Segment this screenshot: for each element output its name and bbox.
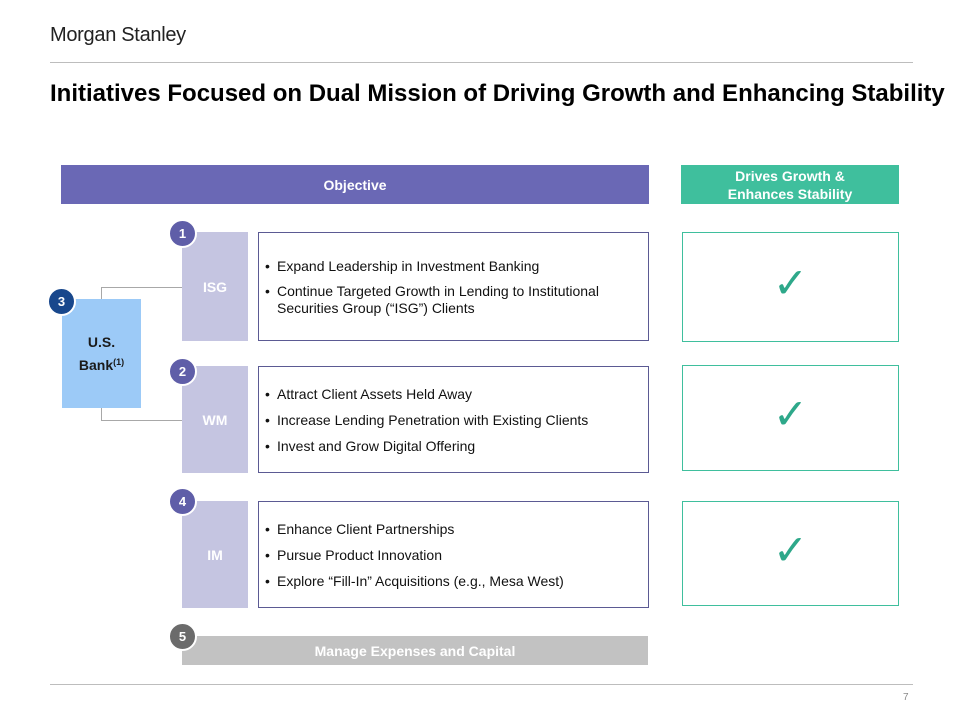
im-check-box: ✓ [682, 501, 899, 606]
isg-check-box: ✓ [682, 232, 899, 342]
checkmark-icon: ✓ [772, 389, 809, 439]
badge-3-number: 3 [57, 294, 66, 309]
morgan-stanley-logo: Morgan Stanley [50, 24, 186, 46]
connector-isg-horizontal [101, 287, 182, 288]
us-bank-line1: U.S. [87, 334, 116, 350]
drives-growth-header: Drives Growth & Enhances Stability [681, 165, 899, 204]
connector-wm-vertical [101, 408, 102, 420]
segment-wm-label: WM [202, 411, 228, 428]
im-bullet-1: Enhance Client Partnerships [259, 521, 648, 538]
segment-isg-block: ISG [182, 232, 248, 341]
isg-bullet-1: Expand Leadership in Investment Banking [259, 258, 638, 275]
footer-divider [50, 684, 913, 685]
im-bullet-3: Explore “Fill-In” Acquisitions (e.g., Me… [259, 573, 648, 590]
segment-wm-block: WM [182, 366, 248, 473]
badge-5-number: 5 [178, 629, 187, 644]
drives-growth-header-label: Drives Growth & Enhances Stability [728, 167, 852, 203]
checkmark-icon: ✓ [772, 258, 809, 308]
badge-2-number: 2 [178, 364, 187, 379]
segment-isg-objectives: Expand Leadership in Investment Banking … [258, 232, 649, 341]
segment-im-block: IM [182, 501, 248, 608]
page-number: 7 [903, 692, 909, 703]
segment-im-objectives: Enhance Client Partnerships Pursue Produ… [258, 501, 649, 608]
page-title: Initiatives Focused on Dual Mission of D… [50, 80, 945, 107]
badge-1: 1 [168, 219, 197, 248]
wm-check-box: ✓ [682, 365, 899, 471]
badge-1-number: 1 [178, 226, 187, 241]
objective-header-label: Objective [323, 176, 387, 193]
manage-expenses-bar: Manage Expenses and Capital [182, 636, 648, 665]
manage-expenses-label: Manage Expenses and Capital [314, 642, 516, 659]
badge-4: 4 [168, 487, 197, 516]
objective-header: Objective [61, 165, 649, 204]
connector-wm-horizontal [101, 420, 182, 421]
segment-im-label: IM [207, 546, 223, 563]
drives-growth-line2: Enhances Stability [727, 185, 853, 202]
header-divider [50, 62, 913, 63]
badge-4-number: 4 [178, 494, 187, 509]
checkmark-icon: ✓ [772, 525, 809, 575]
us-bank-line2: Bank [78, 357, 114, 373]
isg-bullet-2: Continue Targeted Growth in Lending to I… [259, 283, 638, 317]
segment-wm-objectives: Attract Client Assets Held Away Increase… [258, 366, 649, 473]
drives-growth-line1: Drives Growth & [735, 167, 845, 184]
badge-5: 5 [168, 622, 197, 651]
segment-isg-label: ISG [202, 278, 228, 295]
us-bank-block: U.S. Bank(1) [62, 299, 141, 408]
wm-bullet-1: Attract Client Assets Held Away [259, 386, 648, 403]
badge-2: 2 [168, 357, 197, 386]
connector-isg-vertical [101, 287, 102, 299]
us-bank-line2-wrap: Bank(1) [79, 352, 124, 375]
us-bank-footnote: (1) [113, 357, 125, 367]
wm-bullet-3: Invest and Grow Digital Offering [259, 438, 648, 455]
im-bullet-2: Pursue Product Innovation [259, 547, 648, 564]
wm-bullet-2: Increase Lending Penetration with Existi… [259, 412, 648, 429]
badge-3: 3 [47, 287, 76, 316]
